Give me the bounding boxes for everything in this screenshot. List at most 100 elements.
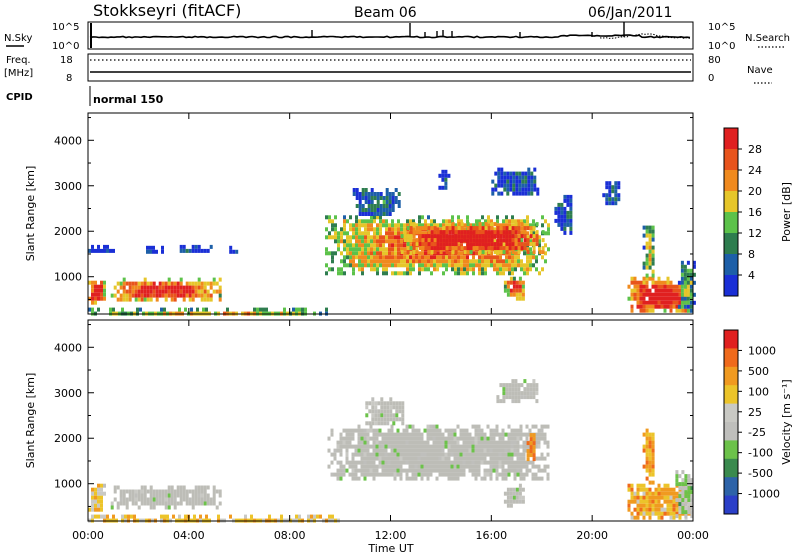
- scatter-cell: [280, 514, 283, 519]
- scatter-cell: [657, 300, 661, 305]
- scatter-cell: [409, 271, 412, 276]
- scatter-cell: [654, 292, 658, 297]
- scatter-cell: [516, 428, 520, 433]
- scatter-cell: [429, 464, 433, 469]
- scatter-cell: [506, 175, 510, 180]
- scatter-cell: [648, 233, 652, 238]
- scatter-cell: [137, 489, 141, 494]
- scatter-cell: [666, 296, 670, 301]
- scatter-cell: [340, 235, 343, 240]
- scatter-cell: [381, 460, 385, 465]
- scatter-cell: [373, 204, 377, 208]
- scatter-cell: [393, 448, 397, 453]
- scatter-cell: [380, 413, 384, 418]
- scatter-cell: [380, 401, 384, 406]
- scatter-cell: [526, 441, 530, 446]
- scatter-cell: [128, 497, 132, 502]
- scatter-cell: [445, 250, 449, 255]
- scatter-cell: [119, 497, 123, 502]
- scatter-cell: [487, 255, 490, 260]
- scatter-cell: [378, 452, 382, 457]
- scatter-cell: [481, 222, 485, 227]
- scatter-cell: [457, 234, 461, 239]
- scatter-cell: [541, 255, 544, 260]
- scatter-cell: [630, 276, 634, 281]
- scatter-cell: [502, 383, 506, 388]
- scatter-cell: [432, 468, 436, 473]
- scatter-cell: [447, 432, 451, 437]
- scatter-cell: [512, 276, 516, 281]
- scatter-cell: [152, 505, 156, 510]
- scatter-cell: [506, 491, 510, 496]
- scatter-cell: [229, 245, 233, 250]
- scatter-cell: [370, 235, 373, 240]
- scatter-cell: [406, 263, 409, 268]
- scatter-cell: [339, 468, 343, 473]
- scatter-cell: [507, 452, 511, 457]
- scatter-cell: [681, 470, 685, 475]
- scatter-cell: [394, 223, 397, 228]
- scatter-cell: [146, 489, 150, 494]
- scatter-cell: [654, 511, 658, 516]
- scatter-cell: [200, 248, 204, 253]
- scatter-cell: [339, 436, 343, 441]
- scatter-cell: [686, 284, 690, 289]
- scatter-cell: [678, 498, 682, 503]
- scatter-cell: [514, 234, 518, 239]
- scatter-cell: [654, 280, 658, 285]
- scatter-cell: [453, 452, 457, 457]
- scatter-cell: [351, 432, 355, 437]
- scatter-cell: [387, 436, 391, 441]
- scatter-cell: [430, 219, 433, 224]
- scatter-cell: [385, 255, 388, 260]
- scatter-cell: [451, 215, 454, 220]
- scatter-cell: [563, 226, 567, 231]
- scatter-cell: [339, 460, 343, 465]
- scatter-cell: [684, 502, 688, 507]
- scatter-cell: [331, 255, 334, 260]
- scatter-cell: [391, 192, 395, 196]
- scatter-cell: [505, 242, 509, 247]
- scatter-cell: [471, 468, 475, 473]
- x-tick-label: 08:00: [274, 529, 306, 542]
- scatter-cell: [432, 460, 436, 465]
- scatter-cell: [465, 456, 469, 461]
- scatter-cell: [420, 452, 424, 457]
- scatter-cell: [334, 235, 337, 240]
- scatter-cell: [91, 288, 94, 293]
- scatter-cell: [508, 226, 512, 231]
- scatter-cell: [371, 401, 375, 406]
- scatter-cell: [363, 456, 367, 461]
- y-tick-label: 1000: [54, 271, 82, 284]
- scatter-cell: [421, 234, 425, 239]
- scatter-cell: [209, 497, 213, 502]
- scatter-cell: [450, 476, 454, 481]
- scatter-cell: [173, 285, 177, 290]
- scatter-cell: [116, 501, 120, 506]
- scatter-cell: [642, 515, 646, 520]
- scatter-cell: [340, 259, 343, 264]
- time-axis-label: Time UT: [367, 542, 413, 554]
- scatter-cell: [478, 242, 482, 247]
- scatter-cell: [636, 515, 640, 520]
- scatter-cell: [354, 460, 358, 465]
- scatter-cell: [215, 489, 219, 494]
- scatter-cell: [385, 204, 389, 208]
- scatter-cell: [451, 242, 455, 247]
- scatter-cell: [516, 464, 520, 469]
- scatter-cell: [119, 489, 123, 494]
- scatter-cell: [657, 499, 661, 504]
- scatter-cell: [483, 452, 487, 457]
- scatter-cell: [361, 231, 364, 236]
- scatter-cell: [432, 464, 436, 469]
- scatter-cell: [666, 499, 670, 504]
- scatter-cell: [648, 499, 652, 504]
- scatter-cell: [444, 444, 448, 449]
- scatter-cell: [310, 514, 313, 519]
- scatter-cell: [399, 448, 403, 453]
- scatter-cell: [526, 449, 530, 454]
- scatter-cell: [397, 192, 401, 196]
- scatter-cell: [525, 468, 529, 473]
- scatter-cell: [371, 405, 375, 410]
- scatter-cell: [209, 244, 213, 249]
